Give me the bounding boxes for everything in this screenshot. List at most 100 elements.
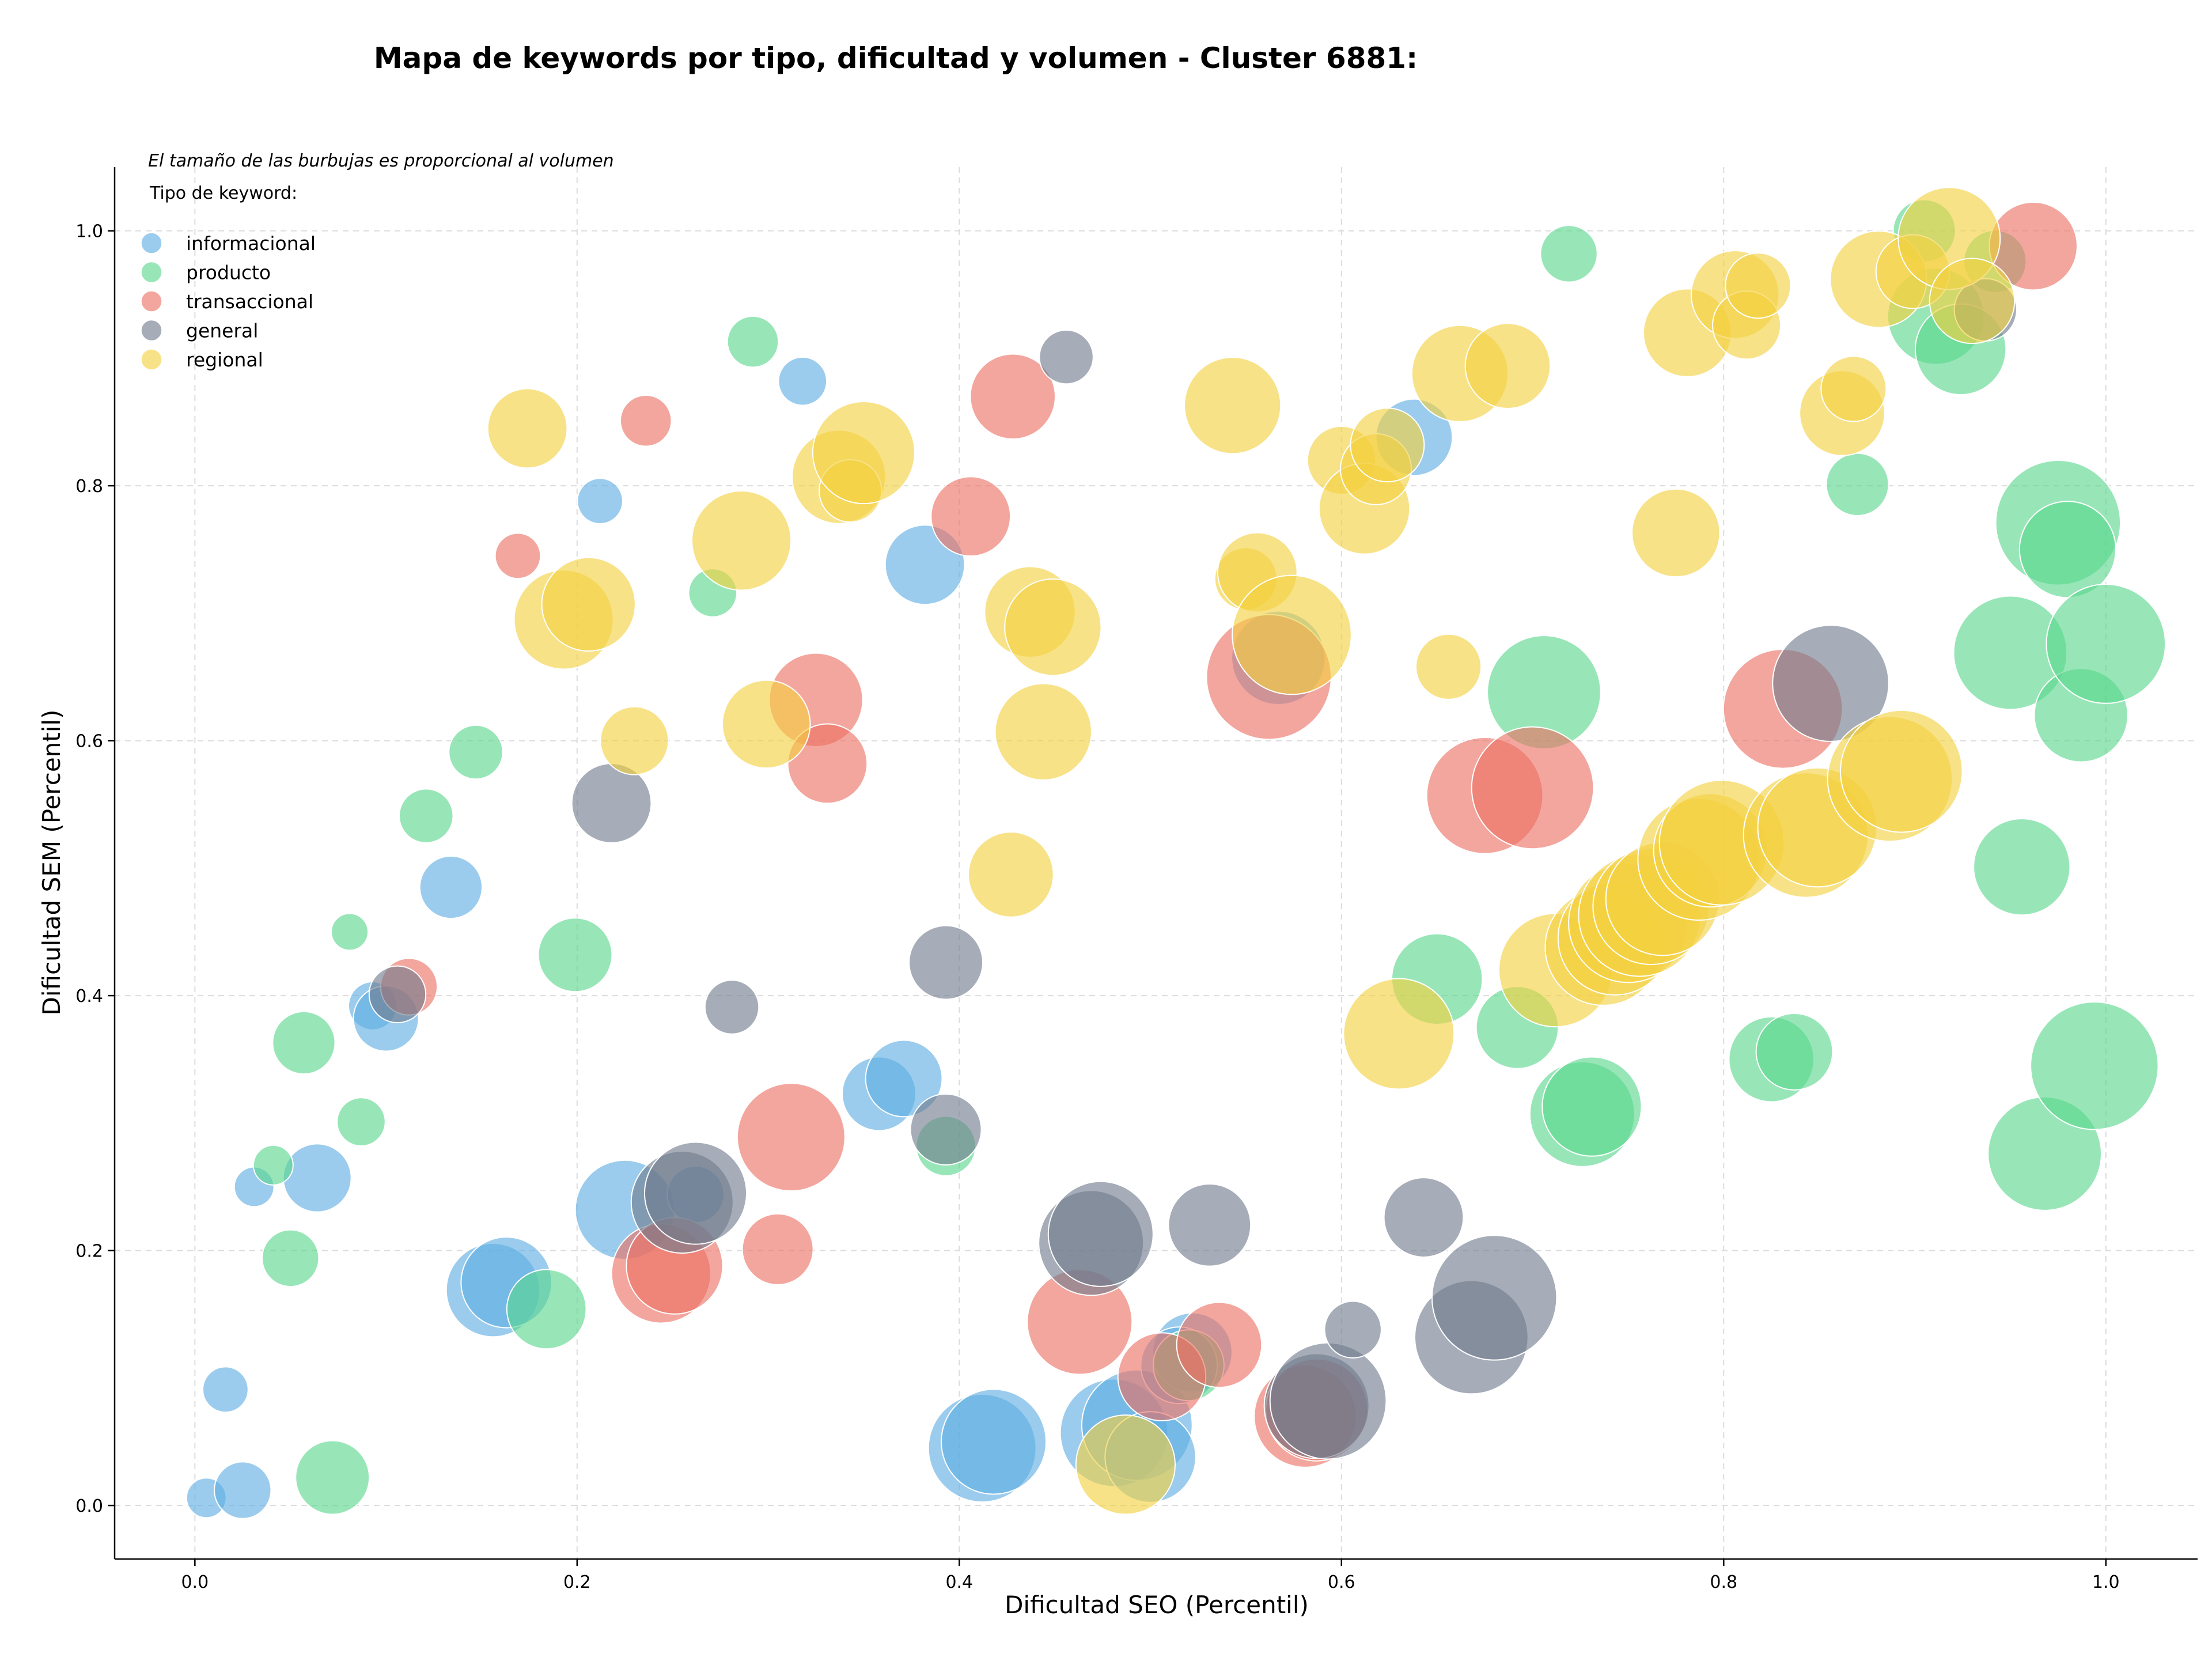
bubble-regional — [1820, 355, 1887, 422]
bubble-transaccional — [736, 1083, 846, 1192]
bubble-regional — [1184, 357, 1282, 455]
legend-marker-transaccional — [141, 290, 162, 312]
ticks: 0.0 0.2 0.4 0.6 0.8 1.0 0.0 0.2 0.4 0.6 0.8 1.0 — [75, 222, 2119, 1592]
bubble-producto — [2018, 501, 2117, 599]
x-tick-label: 0.4 — [945, 1572, 973, 1592]
legend-marker-general — [141, 319, 162, 342]
bubble-informacional — [282, 1143, 352, 1213]
y-tick-label: 0.4 — [75, 986, 103, 1007]
bubble-regional — [1004, 578, 1102, 676]
bubble-general — [1772, 625, 1889, 742]
bubble-transaccional — [619, 394, 672, 447]
bubble-regional — [721, 679, 811, 769]
bubble-transaccional — [969, 353, 1056, 440]
bubble-regional — [1929, 258, 2016, 345]
bubble-general — [1047, 1181, 1154, 1287]
bubble-producto — [2046, 584, 2166, 704]
x-tick-label: 0.8 — [1710, 1572, 1737, 1592]
bubble-regional — [994, 683, 1092, 781]
bubble-informacional — [214, 1461, 272, 1519]
y-tick-label: 1.0 — [75, 222, 103, 242]
bubble-regional — [1464, 323, 1551, 409]
legend-label-regional: regional — [186, 349, 263, 371]
bubble-producto — [448, 724, 503, 780]
bubble-transaccional — [1471, 726, 1594, 850]
bubble-general — [908, 925, 984, 1000]
bubble-informacional — [865, 1039, 943, 1118]
bubble-regional — [487, 388, 568, 469]
bubble-producto — [1973, 818, 2071, 916]
bubble-regional — [1415, 633, 1482, 700]
axes — [113, 167, 2198, 1560]
bubble-regional — [968, 831, 1054, 918]
legend-title: Tipo de keyword: — [149, 183, 297, 203]
bubble-regional — [1350, 407, 1425, 483]
bubbles — [185, 187, 2166, 1519]
bubble-general — [571, 763, 652, 843]
bubble-general — [1383, 1177, 1464, 1258]
bubble-producto — [331, 913, 369, 951]
bubble-general — [704, 979, 760, 1035]
bubble-general — [1269, 1342, 1387, 1460]
bubble-regional — [1631, 488, 1721, 578]
bubble-general — [643, 1141, 748, 1245]
bubble-informacional — [778, 356, 828, 406]
bubble-producto — [399, 788, 454, 843]
bubble-producto — [272, 1011, 336, 1075]
x-tick-label: 0.6 — [1328, 1572, 1355, 1592]
bubble-regional — [1840, 709, 1963, 833]
legend: informacional producto transaccional genera… — [141, 232, 316, 371]
x-tick-label: 0.2 — [563, 1572, 591, 1592]
legend-label-general: general — [186, 320, 258, 342]
x-axis-label: Dificultad SEO (Percentil) — [1005, 1591, 1309, 1619]
bubble-transaccional — [1176, 1301, 1263, 1388]
legend-label-transaccional: transaccional — [186, 290, 313, 313]
bubble-regional — [1343, 978, 1455, 1090]
bubble-size-note: El tamaño de las burbujas es proporciona… — [148, 151, 614, 171]
bubble-transaccional — [494, 532, 541, 580]
bubble-producto — [1540, 225, 1598, 283]
bubble-producto — [336, 1097, 386, 1147]
bubble-producto — [506, 1269, 587, 1350]
bubble-general — [910, 1093, 982, 1166]
bubble-producto — [1541, 1056, 1642, 1157]
bubble-regional — [691, 490, 792, 591]
y-tick-label: 0.6 — [75, 732, 103, 752]
bubble-producto — [726, 315, 779, 368]
bubble-regional — [1232, 574, 1352, 695]
bubble-general — [1039, 329, 1094, 385]
bubble-producto — [295, 1440, 370, 1515]
bubble-regional — [1075, 1414, 1176, 1515]
y-tick-label: 0.0 — [75, 1496, 103, 1516]
legend-label-producto: producto — [186, 262, 271, 284]
bubble-general — [1324, 1300, 1382, 1359]
legend-marker-informacional — [141, 232, 162, 254]
bubble-transaccional — [930, 476, 1012, 557]
bubble-general — [1431, 1235, 1558, 1361]
y-tick-label: 0.8 — [75, 476, 103, 497]
bubble-producto — [537, 917, 613, 993]
bubble-regional — [600, 706, 669, 775]
bubble-informacional — [202, 1366, 249, 1413]
y-axis-label: Dificultad SEM (Percentil) — [37, 710, 66, 1016]
y-tick-label: 0.2 — [75, 1242, 103, 1262]
chart-title: Mapa de keywords por tipo, dificultad y … — [374, 41, 1418, 75]
bubble-informacional — [940, 1388, 1047, 1495]
bubble-producto — [2030, 1001, 2159, 1130]
bubble-general — [368, 965, 427, 1024]
legend-label-informacional: informacional — [186, 232, 316, 255]
bubble-producto — [1825, 452, 1889, 517]
bubble-transaccional — [787, 723, 868, 804]
legend-marker-producto — [141, 261, 162, 283]
bubble-informacional — [419, 855, 483, 920]
bubble-producto — [262, 1229, 320, 1288]
bubble-regional — [812, 401, 915, 505]
bubble-general — [1168, 1183, 1252, 1267]
bubble-producto — [252, 1144, 294, 1186]
legend-marker-regional — [141, 349, 162, 370]
x-tick-label: 0.0 — [181, 1572, 209, 1592]
bubble-transaccional — [741, 1213, 814, 1285]
bubble-informacional — [577, 478, 623, 525]
bubble-regional — [1725, 252, 1791, 319]
